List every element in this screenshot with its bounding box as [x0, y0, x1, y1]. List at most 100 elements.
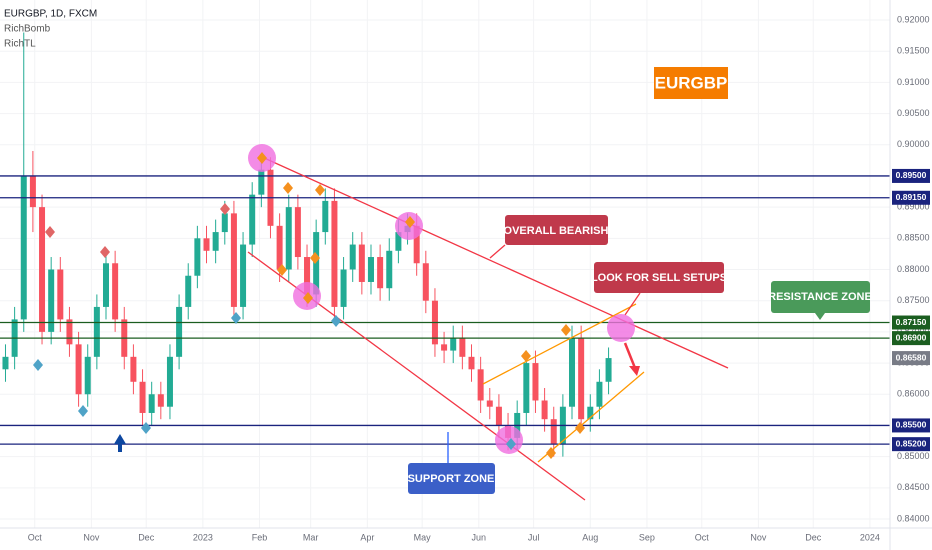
candle-body	[148, 394, 155, 413]
signal-diamond	[575, 422, 585, 434]
trend-line	[261, 156, 729, 369]
price-label: 0.89500	[896, 170, 927, 180]
candle-body	[20, 175, 27, 320]
price-label-bg	[892, 351, 930, 366]
signal-diamond	[78, 405, 88, 417]
annotation: SUPPORT ZONE	[408, 473, 495, 485]
candle-body	[331, 200, 338, 307]
signal-diamond	[521, 350, 531, 362]
candle-body	[468, 356, 475, 370]
y-tick-label: 0.86000	[897, 389, 930, 399]
candle-body	[130, 356, 137, 382]
candle-body	[258, 169, 265, 195]
price-label-bg	[892, 315, 930, 330]
price-label: 0.86900	[896, 332, 927, 342]
annotation: LOOK FOR SELL SETUPS	[591, 272, 727, 284]
y-tick-label: 0.91000	[897, 77, 930, 87]
price-label: 0.86580	[896, 352, 927, 362]
signal-diamond	[303, 292, 313, 304]
y-tick-label: 0.85000	[897, 451, 930, 461]
signal-diamond	[315, 184, 325, 196]
candle-body	[212, 232, 219, 251]
y-tick-label: 0.92000	[897, 14, 930, 24]
drawings	[247, 156, 729, 501]
x-tick-label: Apr	[360, 532, 374, 542]
x-tick-label: 2023	[193, 532, 213, 542]
y-tick-label: 0.90500	[897, 108, 930, 118]
markers	[33, 144, 635, 459]
label-box	[408, 463, 495, 494]
x-tick-label: Feb	[252, 532, 268, 542]
candle-body	[386, 250, 393, 289]
candle-body	[249, 194, 256, 245]
x-tick-label: 2024	[860, 532, 880, 542]
candle-body	[459, 338, 466, 357]
channel-line	[482, 303, 637, 385]
candle-body	[166, 356, 173, 407]
chart-title: EURGBP, 1D, FXCM	[4, 9, 97, 20]
candle-body	[276, 225, 283, 270]
callout-line	[624, 292, 641, 316]
x-tick-label: Nov	[750, 532, 767, 542]
candle-body	[422, 263, 429, 301]
up-arrow	[114, 434, 126, 452]
x-tick-label: Nov	[83, 532, 100, 542]
candle-body	[477, 369, 484, 401]
price-label-bg	[892, 190, 930, 205]
candle-body	[395, 232, 402, 251]
candle-body	[84, 356, 91, 395]
x-tick-label: Dec	[138, 532, 155, 542]
label-box	[654, 67, 728, 99]
candle-body	[587, 406, 594, 420]
signal-diamond	[506, 438, 516, 450]
x-tick-label: Mar	[303, 532, 319, 542]
candle-body	[486, 400, 493, 407]
annotation: OVERALL BEARISH	[504, 225, 609, 237]
candle-body	[39, 207, 46, 332]
y-tick-label: 0.88000	[897, 264, 930, 274]
candle-body	[230, 213, 237, 307]
symbol-label: EURGBP	[655, 73, 728, 92]
indicator-name: RichTL	[4, 39, 36, 50]
signal-diamond	[277, 264, 287, 276]
label-box	[505, 215, 608, 245]
highlight-circle	[607, 314, 635, 342]
candle-body	[185, 275, 192, 307]
candle-body	[139, 381, 146, 413]
signal-diamond	[257, 152, 267, 164]
y-tick-label: 0.84500	[897, 482, 930, 492]
candle-body	[441, 344, 448, 351]
signal-diamond	[141, 422, 151, 434]
signal-diamond	[546, 447, 556, 459]
candle-body	[569, 338, 576, 407]
candle-body	[578, 338, 585, 420]
candle-body	[367, 257, 374, 282]
candle-body	[203, 238, 210, 251]
signal-diamond	[405, 216, 415, 228]
price-label-bg	[892, 437, 930, 452]
y-tick-label: 0.88500	[897, 233, 930, 243]
x-tick-label: Aug	[582, 532, 598, 542]
arrow-head	[629, 366, 640, 376]
x-tick-label: Oct	[28, 532, 43, 542]
x-tick-label: Jun	[472, 532, 487, 542]
plot-layer	[0, 0, 890, 528]
callout-line	[489, 244, 506, 259]
price-label-bg	[892, 418, 930, 433]
candle-body	[523, 363, 530, 413]
arrow	[623, 342, 637, 369]
candle-body	[294, 207, 301, 258]
candle-body	[2, 356, 9, 370]
candle-body	[413, 225, 420, 264]
annotation: RESISTANCE ZONE	[768, 291, 872, 303]
candle-body	[66, 319, 73, 345]
price-label: 0.87150	[896, 317, 927, 327]
price-label: 0.89150	[896, 192, 927, 202]
candle-body	[313, 232, 320, 295]
x-tick-label: Sep	[639, 532, 655, 542]
candle-body	[75, 344, 82, 395]
price-label: 0.85200	[896, 438, 927, 448]
label-box	[594, 262, 724, 293]
candle-body	[304, 257, 311, 295]
